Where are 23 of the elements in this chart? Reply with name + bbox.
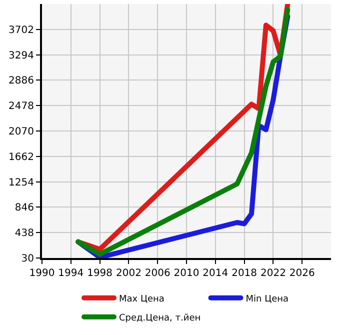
y-tick-label: 30 <box>21 254 34 264</box>
x-tick-label: 1994 <box>58 268 84 279</box>
legend-label: Сред.Цена, т.йен <box>119 313 201 324</box>
legend-label: Min Цена <box>246 294 289 304</box>
x-tick-label: 2018 <box>232 268 258 279</box>
y-tick-label: 2478 <box>8 101 34 112</box>
x-tick-label: 2014 <box>202 268 228 279</box>
y-tick-label: 438 <box>14 228 34 240</box>
x-tick-label: 2002 <box>116 268 142 279</box>
y-tick-label: 2886 <box>8 76 34 87</box>
x-tick-label: 2026 <box>289 268 315 279</box>
y-tick-label: 2070 <box>8 126 34 138</box>
x-tick-label: 1990 <box>29 268 55 279</box>
y-tick-label: 3702 <box>8 24 34 36</box>
x-tick-label: 1998 <box>87 268 113 279</box>
y-tick-label: 1662 <box>8 152 34 163</box>
x-tick-label: 2022 <box>260 268 286 279</box>
y-tick-label: 3294 <box>8 50 34 62</box>
x-tick-label: 2006 <box>144 268 170 279</box>
y-tick-label: 1254 <box>8 177 34 188</box>
y-tick-label: 846 <box>14 202 34 214</box>
x-tick-label: 2010 <box>174 268 200 279</box>
legend-label: Max Цена <box>119 294 164 304</box>
